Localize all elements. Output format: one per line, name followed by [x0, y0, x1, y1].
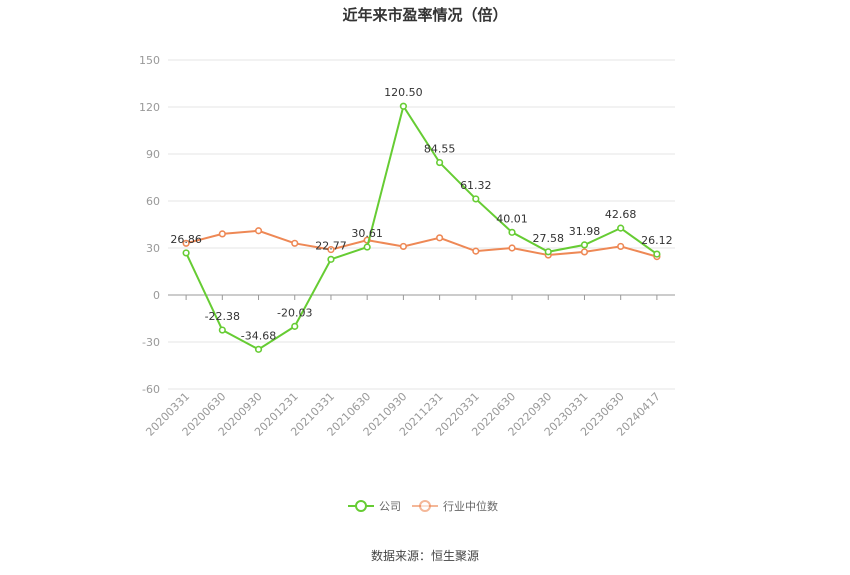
- series-line: [185, 103, 658, 351]
- y-axis: 150 120 90 60 30 0 -30 -60: [139, 54, 160, 396]
- data-label: 61.32: [460, 179, 492, 192]
- series-industry-median: [182, 227, 661, 261]
- y-tick-label: 60: [146, 195, 160, 208]
- data-point: [508, 244, 516, 252]
- data-labels: 26.86 -22.38-34.68-20.03 22.77 30.61 120.50 8…: [170, 86, 672, 342]
- y-tick-label: 90: [146, 148, 160, 161]
- data-point: [218, 230, 226, 238]
- legend-marker-icon: [355, 500, 367, 512]
- data-point: [363, 243, 371, 251]
- data-point: [580, 241, 589, 249]
- data-point: [254, 345, 263, 353]
- data-point: [436, 158, 444, 167]
- data-point: [327, 255, 335, 263]
- data-label: -22.38: [205, 310, 240, 323]
- data-point: [544, 248, 552, 256]
- data-point: [182, 249, 190, 257]
- y-tick-label: 150: [139, 54, 160, 67]
- data-label: 42.68: [605, 208, 637, 221]
- data-point: [653, 250, 661, 258]
- legend-item-industry-median[interactable]: 行业中位数: [412, 499, 498, 513]
- y-tick-label: 30: [146, 242, 160, 255]
- data-label: 31.98: [569, 225, 601, 238]
- data-point: [617, 242, 625, 251]
- data-point: [291, 322, 299, 330]
- data-point: [580, 248, 589, 256]
- y-tick-label: 0: [153, 289, 160, 302]
- source-note: 数据来源：恒生聚源: [371, 548, 479, 563]
- data-label: 26.12: [641, 234, 673, 247]
- legend-label: 行业中位数: [443, 499, 498, 513]
- data-label: 27.58: [533, 232, 565, 245]
- data-point: [508, 228, 516, 236]
- y-tick-label: -30: [142, 336, 160, 349]
- series-layer: [182, 102, 661, 353]
- data-label: 120.50: [384, 86, 423, 99]
- legend-label: 公司: [379, 500, 401, 513]
- data-label: -20.03: [277, 306, 312, 319]
- data-point: [218, 326, 226, 334]
- data-label: 84.55: [424, 143, 456, 156]
- legend-marker-icon: [419, 500, 431, 512]
- data-point: [182, 239, 190, 247]
- data-label: 30.61: [351, 227, 383, 240]
- data-point: [436, 234, 444, 242]
- data-point: [291, 239, 299, 247]
- legend-item-company[interactable]: 公司: [348, 500, 401, 513]
- grid-lines: [168, 59, 675, 390]
- legend[interactable]: 公司 行业中位数: [348, 499, 498, 513]
- data-label: 26.86: [170, 233, 202, 246]
- data-point: [472, 247, 480, 255]
- data-label: 40.01: [496, 212, 528, 225]
- data-point: [254, 227, 263, 235]
- data-point: [617, 224, 625, 232]
- data-point: [399, 242, 407, 251]
- data-point: [399, 102, 407, 110]
- data-point: [472, 195, 480, 203]
- y-tick-label: -60: [142, 383, 160, 396]
- y-tick-label: 120: [139, 101, 160, 114]
- data-point: [327, 245, 335, 254]
- data-label: 22.77: [315, 239, 347, 252]
- series-line: [185, 229, 658, 258]
- series-company: [182, 102, 661, 353]
- data-label: -34.68: [241, 329, 276, 342]
- chart-title: 近年来市盈率情况（倍）: [342, 6, 507, 24]
